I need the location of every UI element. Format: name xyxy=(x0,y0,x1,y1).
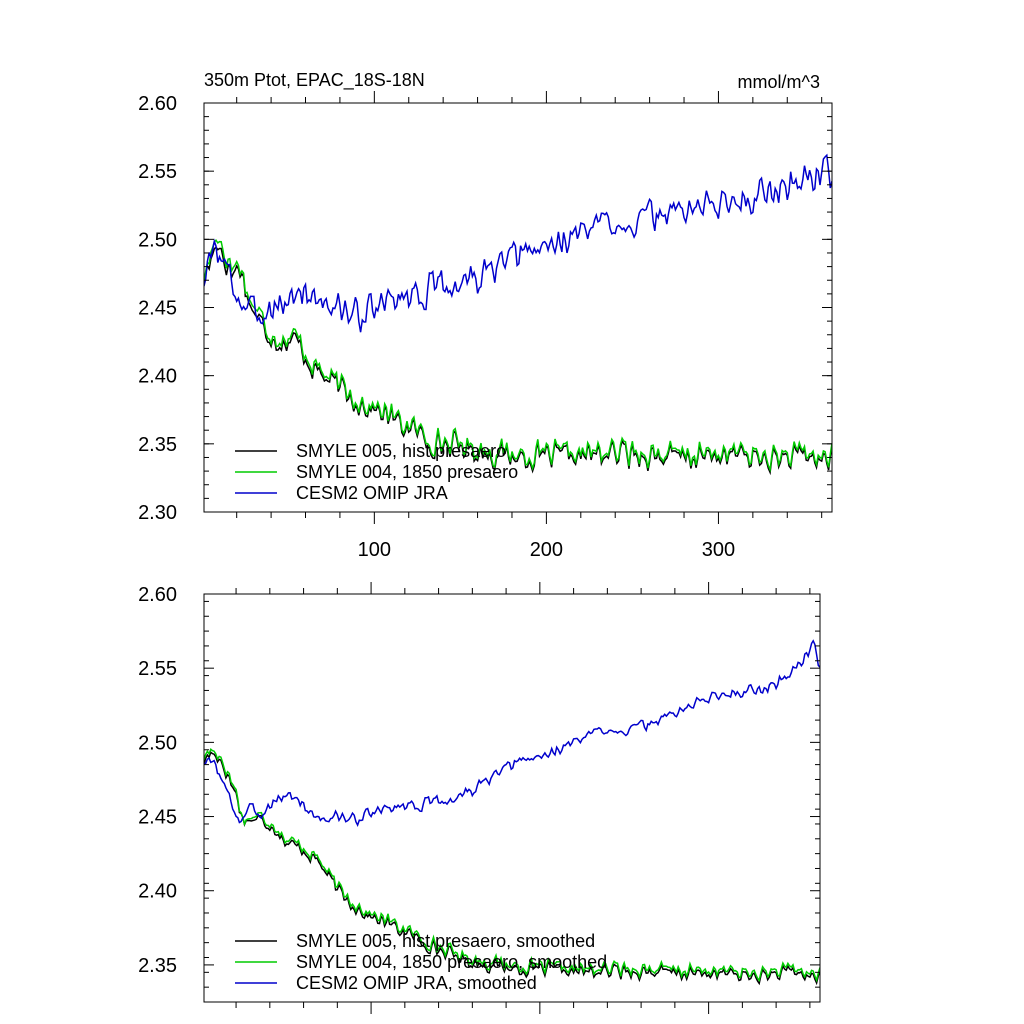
top-ytick-label-4: 2.50 xyxy=(138,229,177,251)
top-legend-label-2: CESM2 OMIP JRA xyxy=(296,483,448,503)
top-series-line-2 xyxy=(204,153,832,333)
top-ytick-label-5: 2.55 xyxy=(138,161,177,183)
bottom-series-group xyxy=(204,639,820,986)
top-ytick-label-0: 2.30 xyxy=(138,502,177,524)
top-ytick-label-1: 2.35 xyxy=(138,434,177,456)
bottom-legend-label-0: SMYLE 005, hist presaero, smoothed xyxy=(296,931,595,951)
top-chart-title: 350m Ptot, EPAC_18S-18N xyxy=(204,70,425,91)
bot-ytick-label-1: 2.40 xyxy=(138,881,177,903)
bot-ytick-label-3: 2.50 xyxy=(138,732,177,754)
top-chart-units: mmol/m^3 xyxy=(738,72,820,92)
top-xtick-label-2: 300 xyxy=(702,539,735,561)
top-series-line-0 xyxy=(204,245,832,476)
top-ytick-label-6: 2.60 xyxy=(138,93,177,115)
top-series-line-1 xyxy=(204,238,832,473)
bot-ytick-label-5: 2.60 xyxy=(138,584,177,606)
bottom-legend-label-2: CESM2 OMIP JRA, smoothed xyxy=(296,973,537,993)
top-axes: 2.30 2.35 2.40 2.45 2.50 2.55 2.60 100 200 300 xyxy=(138,91,832,561)
bottom-legend: SMYLE 005, hist presaero, smoothed SMYLE… xyxy=(235,931,607,993)
bot-series-line-2 xyxy=(204,639,820,828)
bottom-plot-frame xyxy=(203,593,821,1003)
top-xtick-label-1: 200 xyxy=(530,539,563,561)
bot-series-line-1 xyxy=(204,748,820,983)
top-ytick-label-3: 2.45 xyxy=(138,298,177,320)
bot-ytick-label-4: 2.55 xyxy=(138,658,177,680)
bot-series-line-0 xyxy=(204,751,820,986)
top-panel: 350m Ptot, EPAC_18S-18N mmol/m^3 2.302.3… xyxy=(138,70,833,561)
top-legend: SMYLE 005, hist presaero SMYLE 004, 1850… xyxy=(235,441,518,503)
top-legend-label-1: SMYLE 004, 1850 presaero xyxy=(296,462,518,482)
bottom-legend-label-1: SMYLE 004, 1850 presaero, smoothed xyxy=(296,952,607,972)
top-ytick-label-2: 2.40 xyxy=(138,366,177,388)
bottom-panel: 2.35 2.40 2.45 2.50 2.55 2.60 SMYLE 005, hist… xyxy=(138,582,821,1014)
top-plot-frame xyxy=(203,102,833,513)
top-series-group xyxy=(204,153,832,476)
top-xtick-label-0: 100 xyxy=(358,539,391,561)
top-legend-label-0: SMYLE 005, hist presaero xyxy=(296,441,506,461)
bot-ytick-label-0: 2.35 xyxy=(138,955,177,977)
bot-ytick-label-2: 2.45 xyxy=(138,807,177,829)
